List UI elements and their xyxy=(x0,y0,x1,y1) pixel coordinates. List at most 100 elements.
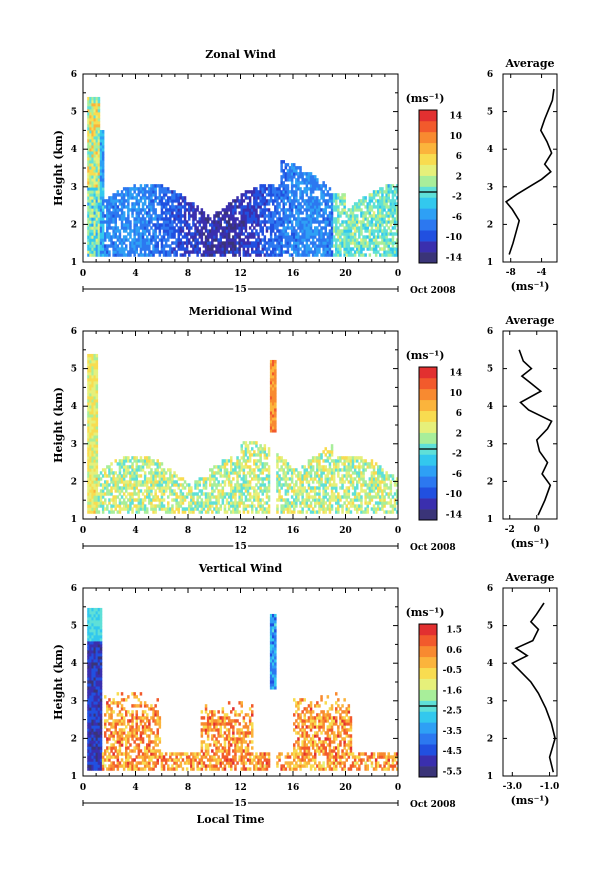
heatmap-cell xyxy=(225,235,229,239)
heatmap-cell xyxy=(219,471,222,475)
heatmap-cell xyxy=(253,468,256,472)
heatmap-cell xyxy=(374,471,378,475)
heatmap-cell xyxy=(377,226,380,230)
heatmap-cell xyxy=(330,459,334,463)
heatmap-cell xyxy=(114,211,117,215)
heatmap-cell xyxy=(118,217,122,221)
heatmap-cell xyxy=(162,229,166,233)
heatmap-cell xyxy=(89,474,92,478)
heatmap-cell xyxy=(257,450,260,454)
heatmap-cell xyxy=(137,244,141,248)
heatmap-cell xyxy=(261,450,264,454)
heatmap-cell xyxy=(286,501,290,505)
heatmap-cell xyxy=(89,238,92,242)
heatmap-cell xyxy=(349,510,353,514)
heatmap-cell xyxy=(108,471,111,475)
avg-y-tick-label: 5 xyxy=(487,108,493,118)
heatmap-cell xyxy=(152,247,155,251)
heatmap-cell xyxy=(358,456,361,460)
heatmap-cell xyxy=(335,241,338,245)
heatmap-cell xyxy=(255,208,258,212)
heatmap-cell xyxy=(150,462,153,466)
heatmap-cell xyxy=(101,154,105,158)
heatmap-cell xyxy=(356,208,359,212)
heatmap-cell xyxy=(122,235,126,239)
heatmap-cell xyxy=(269,371,273,376)
y-tick-label: 1 xyxy=(71,258,77,268)
heatmap-cell xyxy=(162,247,166,251)
heatmap-cell xyxy=(143,208,147,212)
heatmap-cell xyxy=(120,250,124,254)
heatmap-cell xyxy=(263,217,267,221)
heatmap-cell xyxy=(188,226,191,230)
y-tick-label: 5 xyxy=(71,108,77,118)
heatmap-cell xyxy=(112,229,115,233)
heatmap-cell xyxy=(288,253,292,257)
heatmap-cell xyxy=(309,226,313,230)
heatmap-cell xyxy=(95,498,99,502)
heatmap-cell xyxy=(341,220,344,224)
heatmap-cell xyxy=(301,211,304,215)
heatmap-cell xyxy=(150,217,153,221)
heatmap-cell xyxy=(146,477,149,481)
heatmap-cell xyxy=(127,205,130,209)
heatmap-cell xyxy=(93,371,96,376)
heatmap-cell xyxy=(230,226,233,230)
heatmap-cell xyxy=(158,187,162,191)
heatmap-cell xyxy=(253,196,256,200)
heatmap-cell xyxy=(349,208,353,212)
heatmap-cell xyxy=(127,226,130,230)
heatmap-cell xyxy=(108,253,111,257)
heatmap-cell xyxy=(389,238,393,242)
heatmap-cell xyxy=(383,238,386,242)
heatmap-cell xyxy=(269,184,273,188)
heatmap-cell xyxy=(87,411,90,415)
heatmap-cell xyxy=(326,199,330,203)
heatmap-cell xyxy=(93,498,96,502)
heatmap-cell xyxy=(106,489,109,493)
heatmap-cell xyxy=(211,504,214,508)
heatmap-cell xyxy=(116,489,120,493)
heatmap-cell xyxy=(269,429,273,433)
heatmap-cell xyxy=(349,462,353,466)
heatmap-cell xyxy=(307,465,311,469)
heatmap-cell xyxy=(223,241,227,245)
heatmap-cell xyxy=(135,226,138,230)
heatmap-cell xyxy=(278,193,281,197)
heatmap-cell xyxy=(259,471,262,475)
heatmap-cell xyxy=(101,136,105,140)
heatmap-cell xyxy=(299,253,302,257)
heatmap-cell xyxy=(89,178,92,182)
heatmap-cell xyxy=(358,495,361,499)
heatmap-cell xyxy=(242,486,246,490)
heatmap-cell xyxy=(183,498,187,502)
heatmap-cell xyxy=(215,483,218,487)
heatmap-cell xyxy=(141,232,145,236)
heatmap-cell xyxy=(368,241,372,245)
heatmap-cell xyxy=(240,489,243,493)
heatmap-cell xyxy=(91,471,94,475)
heatmap-cell xyxy=(259,211,262,215)
heatmap-cell xyxy=(383,477,386,481)
heatmap-cell xyxy=(164,208,168,212)
heatmap-cell xyxy=(110,211,113,215)
heatmap-cell xyxy=(284,235,288,239)
heatmap-cell xyxy=(133,498,136,502)
heatmap-cell xyxy=(253,202,256,206)
heatmap-cell xyxy=(299,510,302,514)
heatmap-cell xyxy=(139,468,143,472)
heatmap-cell xyxy=(89,396,92,400)
heatmap-cell xyxy=(106,205,109,209)
heatmap-cell xyxy=(238,459,241,463)
heatmap-cell xyxy=(330,250,334,254)
heatmap-cell xyxy=(337,226,340,230)
heatmap-cell xyxy=(91,208,94,212)
heatmap-cell xyxy=(95,169,99,173)
heatmap-cell xyxy=(95,356,99,361)
heatmap-cell xyxy=(261,202,264,206)
heatmap-cell xyxy=(303,202,306,206)
heatmap-cell xyxy=(278,205,281,209)
heatmap-cell xyxy=(217,480,220,484)
heatmap-cell xyxy=(244,441,248,445)
heatmap-cell xyxy=(282,477,285,481)
